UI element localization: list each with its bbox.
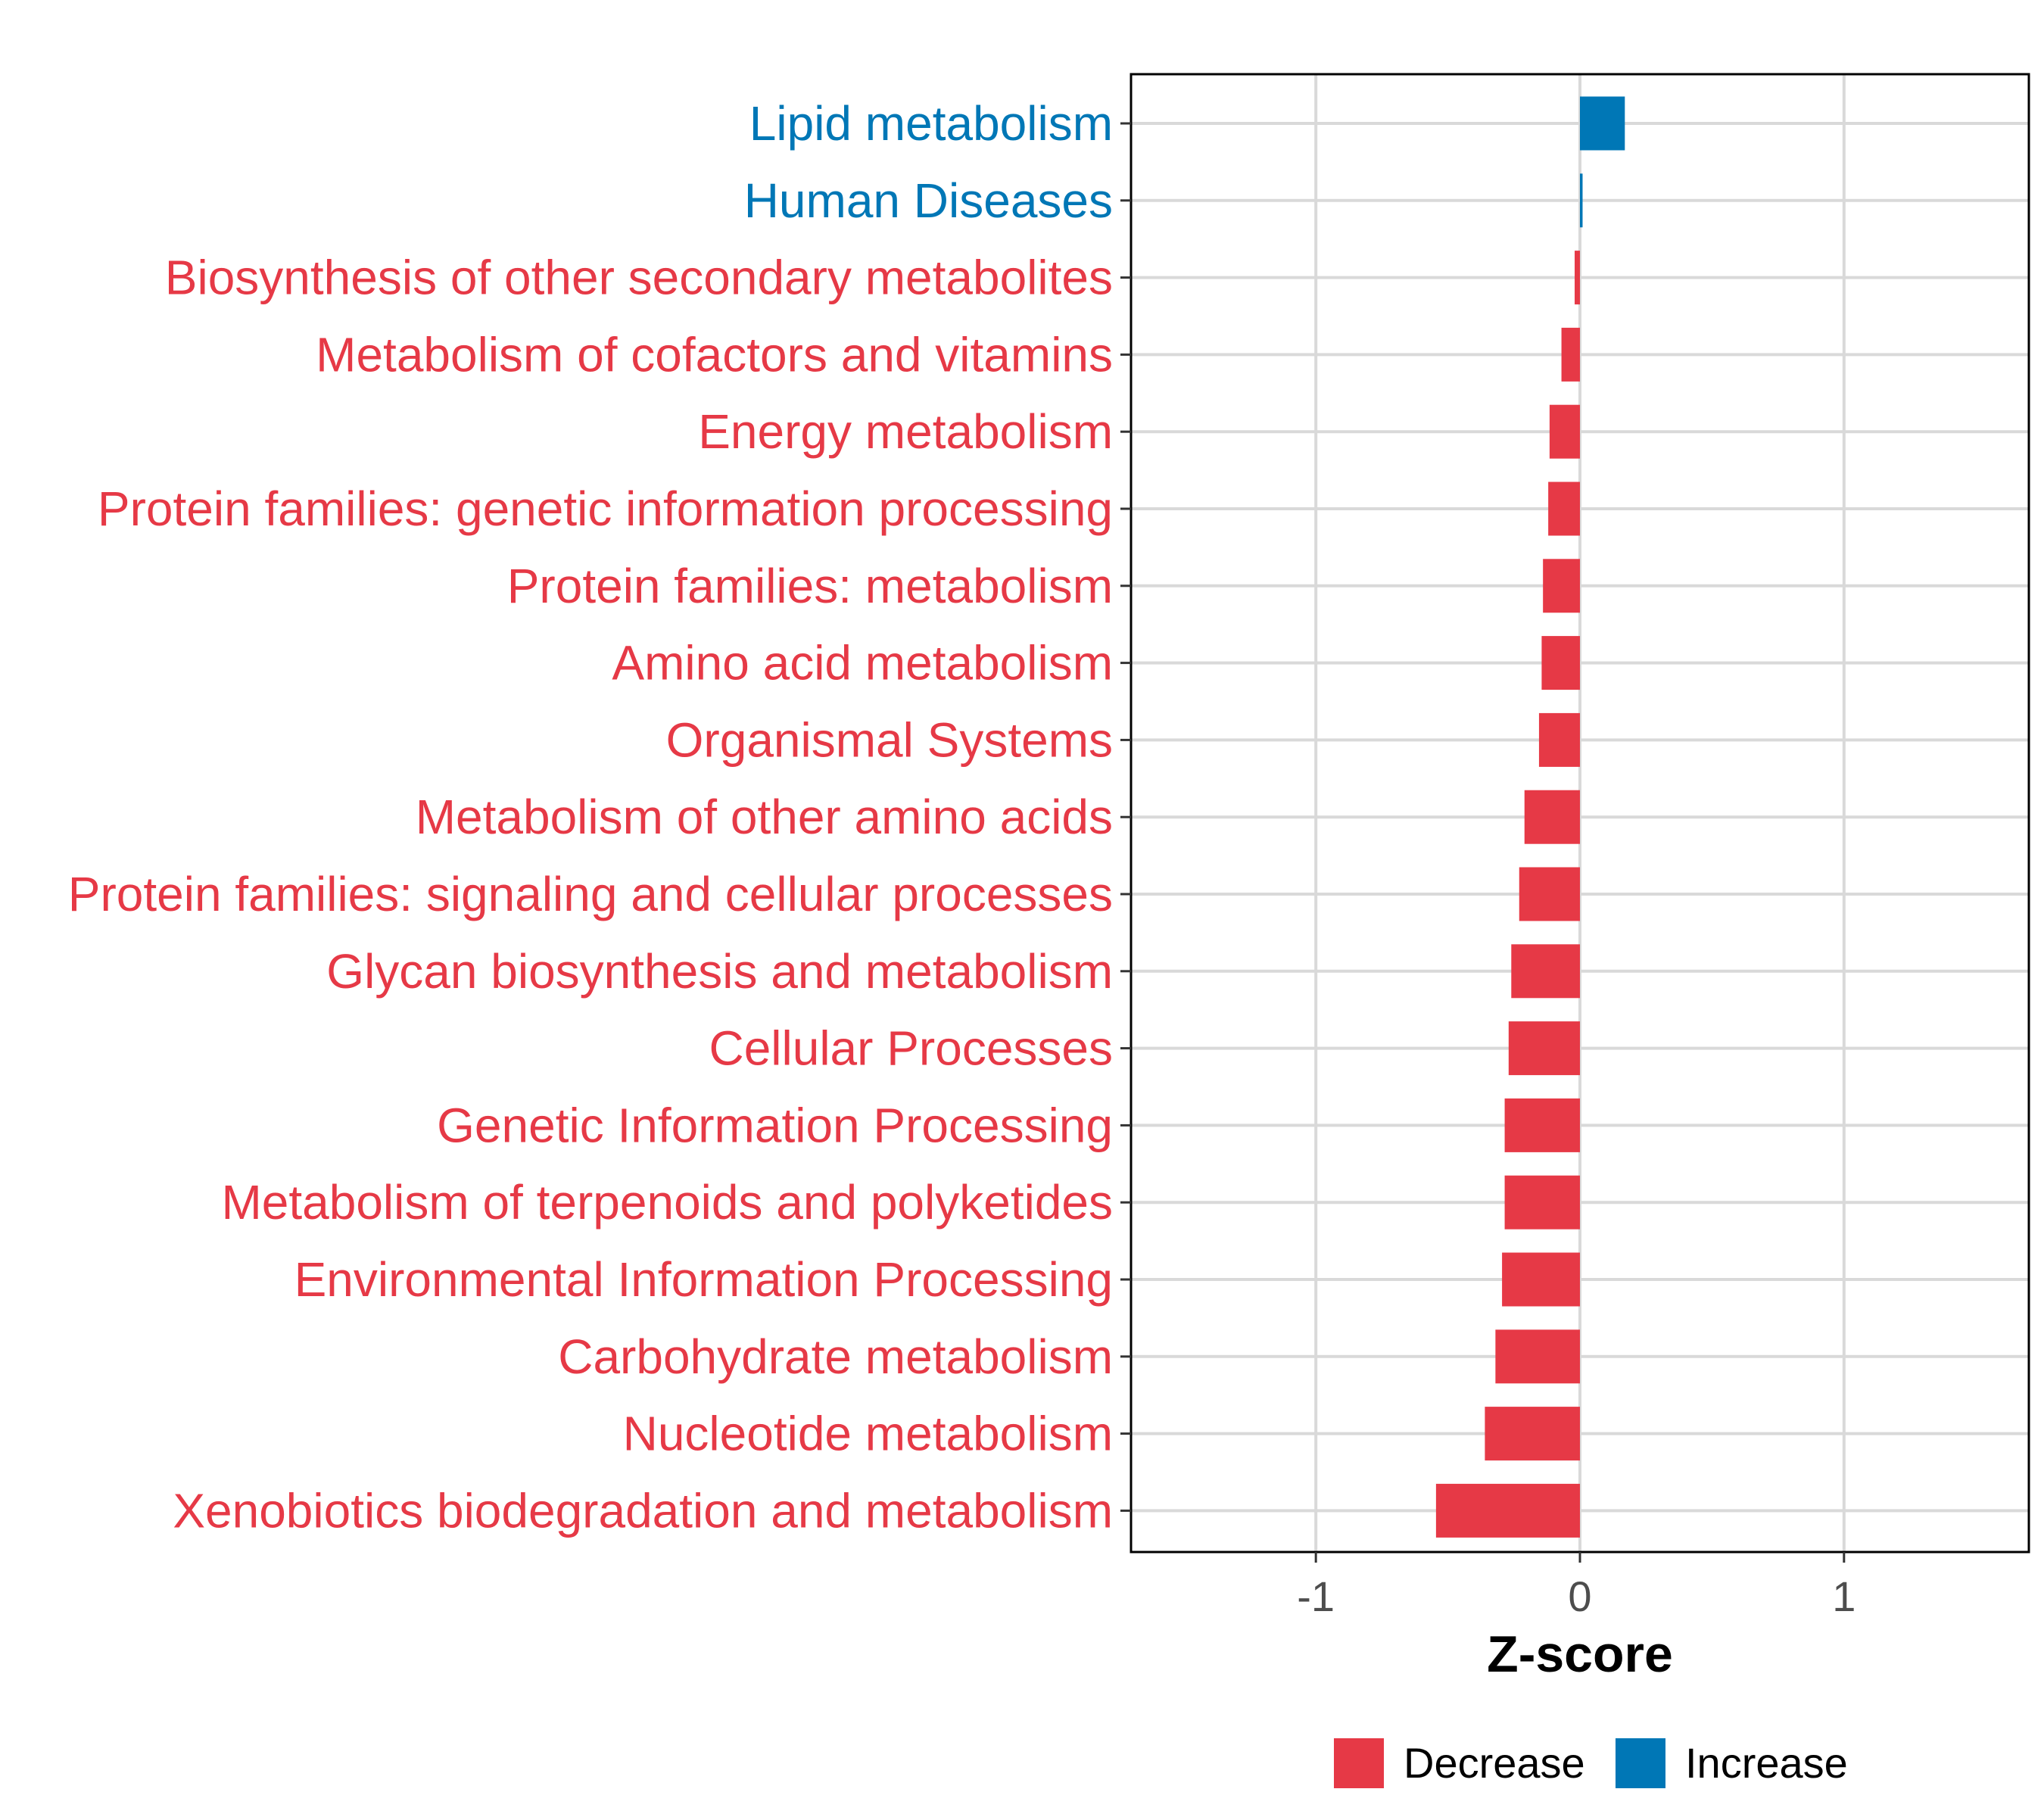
bar-energy-metabolism [1549, 404, 1580, 459]
bar-organismal-systems [1538, 712, 1580, 767]
bar-cellular-processes [1508, 1021, 1580, 1076]
bar-metabolism-of-cofactors-and-vitamins [1561, 327, 1580, 382]
y-label-protein-families-genetic-information-processing: Protein families: genetic information pr… [98, 482, 1113, 536]
bar-nucleotide-metabolism [1485, 1407, 1580, 1461]
y-label-environmental-information-processing: Environmental Information Processing [294, 1252, 1113, 1307]
x-tick-label: 0 [1568, 1572, 1591, 1620]
y-label-protein-families-metabolism: Protein families: metabolism [507, 559, 1113, 613]
bar-xenobiotics-biodegradation-and-metabolism [1435, 1483, 1580, 1538]
y-label-energy-metabolism: Energy metabolism [698, 404, 1113, 459]
y-label-organismal-systems: Organismal Systems [666, 712, 1113, 767]
bar-environmental-information-processing [1502, 1252, 1580, 1307]
bar-lipid-metabolism [1580, 96, 1625, 151]
bar-protein-families-metabolism [1543, 559, 1580, 613]
x-axis-ticks: -1 0 1 [1297, 1552, 1855, 1620]
x-tick-label: 1 [1832, 1572, 1855, 1620]
y-label-xenobiotics-biodegradation-and-metabolism: Xenobiotics biodegradation and metabolis… [173, 1483, 1113, 1538]
y-label-metabolism-of-cofactors-and-vitamins: Metabolism of cofactors and vitamins [316, 327, 1113, 382]
bar-genetic-information-processing [1504, 1098, 1580, 1152]
y-label-carbohydrate-metabolism: Carbohydrate metabolism [558, 1329, 1113, 1384]
legend-label-decrease: Decrease [1404, 1739, 1585, 1787]
y-label-cellular-processes: Cellular Processes [709, 1021, 1113, 1076]
y-label-glycan-biosynthesis-and-metabolism: Glycan biosynthesis and metabolism [326, 944, 1113, 999]
legend-key-increase [1616, 1738, 1665, 1788]
y-label-genetic-information-processing: Genetic Information Processing [437, 1098, 1113, 1152]
bar-amino-acid-metabolism [1541, 636, 1580, 690]
legend-label-increase: Increase [1685, 1739, 1848, 1787]
bar-layer [1435, 96, 1625, 1538]
legend-key-decrease [1334, 1738, 1384, 1788]
bar-human-diseases [1580, 173, 1583, 228]
bar-metabolism-of-terpenoids-and-polyketides [1504, 1175, 1580, 1230]
y-label-lipid-metabolism: Lipid metabolism [749, 96, 1113, 151]
y-label-metabolism-of-other-amino-acids: Metabolism of other amino acids [416, 790, 1113, 844]
x-tick-label: -1 [1297, 1572, 1335, 1620]
y-label-biosynthesis-of-other-secondary-metabolites: Biosynthesis of other secondary metaboli… [165, 251, 1113, 305]
legend: Decrease Increase [1334, 1738, 1848, 1788]
y-label-amino-acid-metabolism: Amino acid metabolism [612, 636, 1113, 690]
y-axis-ticks [1120, 122, 1131, 1512]
bar-glycan-biosynthesis-and-metabolism [1511, 944, 1580, 999]
y-axis-labels: Lipid metabolism Human Diseases Biosynthes… [68, 96, 1113, 1538]
y-label-human-diseases: Human Diseases [744, 173, 1113, 228]
bar-protein-families-signaling-and-cellular-processes [1519, 867, 1580, 921]
y-label-metabolism-of-terpenoids-and-polyketides: Metabolism of terpenoids and polyketides [221, 1175, 1113, 1230]
bar-biosynthesis-of-other-secondary-metabolites [1575, 251, 1580, 305]
bar-metabolism-of-other-amino-acids [1524, 790, 1580, 844]
y-label-protein-families-signaling-and-cellular-processes: Protein families: signaling and cellular… [68, 867, 1113, 921]
y-label-nucleotide-metabolism: Nucleotide metabolism [623, 1407, 1113, 1461]
bar-protein-families-genetic-information-processing [1548, 482, 1580, 536]
x-axis-title: Z-score [1487, 1625, 1673, 1683]
bar-carbohydrate-metabolism [1495, 1329, 1580, 1384]
